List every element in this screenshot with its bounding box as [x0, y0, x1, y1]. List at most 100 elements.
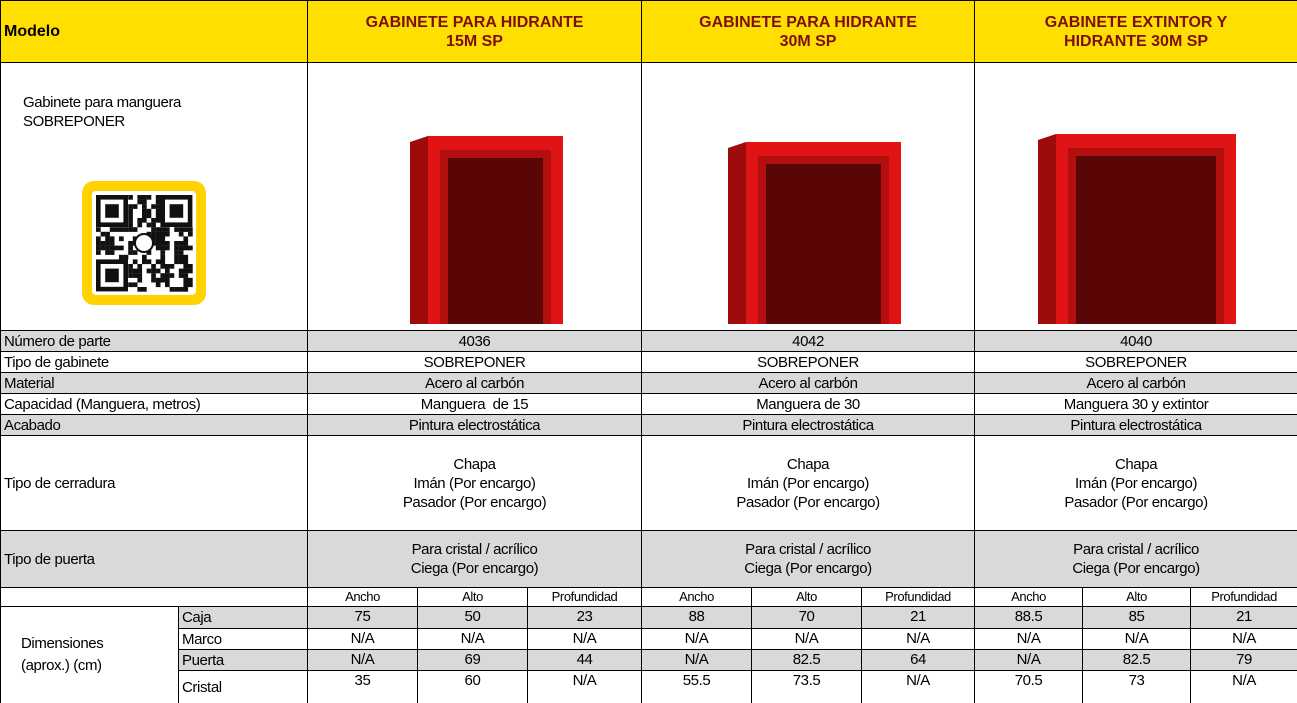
- blank-cell: [0, 587, 308, 607]
- value-line: SOBREPONER: [757, 353, 859, 371]
- product-image-cell: [306, 62, 643, 331]
- spec-label: Tipo de cerradura: [0, 435, 308, 531]
- dimension-value: N/A: [526, 628, 643, 650]
- dimension-row-label: Puerta: [178, 649, 308, 671]
- dimension-value: 82.5: [751, 649, 863, 671]
- spec-value: Acero al carbón: [306, 372, 643, 394]
- intro-line: SOBREPONER: [23, 113, 125, 130]
- value-line: Ciega (Por encargo): [410, 560, 539, 577]
- intro-line: Gabinete para manguera: [23, 94, 181, 111]
- value-line: Acero al carbón: [1086, 374, 1186, 392]
- dimension-value: 88: [641, 606, 753, 629]
- dimension-value: 75: [307, 606, 418, 629]
- product-image-cell: [641, 62, 976, 331]
- product-title: GABINETE PARA HIDRANTE 15M SP: [306, 0, 643, 63]
- value-line: Acero al carbón: [424, 374, 525, 392]
- value-line: Imán (Por encargo): [1075, 474, 1198, 492]
- table-row: Puerta N/A 69 44 N/A 82.5 64 N/A 82.5 79: [1, 649, 1297, 671]
- spec-label: Capacidad (Manguera, metros): [0, 393, 308, 415]
- dimension-value: 23: [526, 606, 643, 629]
- dimension-value: 82.5: [1082, 649, 1192, 671]
- value-line: Para cristal / acrílico: [411, 541, 538, 558]
- value-line: Chapa: [453, 455, 496, 473]
- table-row: Ancho Alto Profundidad Ancho Alto Profundidad…: [0, 587, 1297, 607]
- value-line: Manguera de 15: [420, 395, 529, 413]
- spec-value: Chapa Imán (Por encargo) Pasador (Por enca…: [974, 435, 1297, 531]
- spec-value: Pintura electrostática: [306, 414, 643, 436]
- value-line: Pintura electrostática: [408, 416, 541, 434]
- spec-value: SOBREPONER: [641, 351, 976, 373]
- table-row: Tipo de gabinete SOBREPONER SOBREPONER SOBR…: [0, 351, 1297, 373]
- value-line: Chapa: [786, 455, 830, 473]
- spec-value: Pintura electrostática: [974, 414, 1297, 436]
- value-line: Pasador (Por encargo): [402, 493, 547, 511]
- spec-value: 4042: [641, 330, 976, 352]
- dimension-value: 69: [417, 649, 528, 671]
- spec-value: Chapa Imán (Por encargo) Pasador (Por enca…: [306, 435, 643, 531]
- spec-value: Para cristal / acrílico Ciega (Por encarg…: [306, 530, 643, 588]
- dimension-value: N/A: [1190, 670, 1297, 703]
- spec-label: Material: [0, 372, 308, 394]
- spec-value: 4036: [306, 330, 643, 352]
- dimension-value: 88.5: [974, 606, 1084, 629]
- value-line: Ciega (Por encargo): [1072, 560, 1200, 577]
- value-line: Imán (Por encargo): [747, 474, 870, 492]
- title-line: GABINETE PARA HIDRANTE: [699, 13, 917, 31]
- value-line: Pasador (Por encargo): [1064, 493, 1208, 511]
- dimension-value: N/A: [1082, 628, 1192, 650]
- value-line: Ciega (Por encargo): [744, 560, 872, 577]
- spec-value: SOBREPONER: [974, 351, 1297, 373]
- dimension-value: 85: [1082, 606, 1192, 629]
- dimension-value: N/A: [974, 628, 1084, 650]
- spec-label: Tipo de puerta: [0, 530, 308, 588]
- dimension-subheader: Alto: [751, 587, 863, 607]
- dimension-value: N/A: [1190, 628, 1297, 650]
- value-line: Pasador (Por encargo): [736, 493, 880, 511]
- title-line: 15M SP: [446, 32, 503, 50]
- qr-code: [82, 181, 206, 305]
- value-line: 4036: [458, 332, 491, 350]
- dimension-value: 73: [1082, 670, 1192, 703]
- value-line: Pintura electrostática: [742, 416, 874, 434]
- spec-value: Manguera 30 y extintor: [974, 393, 1297, 415]
- dimension-value: 21: [1190, 606, 1297, 629]
- cabinet-image: [728, 142, 902, 330]
- dimension-value: N/A: [974, 649, 1084, 671]
- table-row: Modelo GABINETE PARA HIDRANTE 15M SP GABINE…: [0, 0, 1297, 63]
- dimension-value: 35: [307, 670, 418, 703]
- dimension-value: 70: [751, 606, 863, 629]
- dimension-subheader: Profundidad: [1190, 587, 1297, 607]
- dimension-value: 79: [1190, 649, 1297, 671]
- dimension-value: N/A: [861, 670, 976, 703]
- table-row: Acabado Pintura electrostática Pintura ele…: [0, 414, 1297, 436]
- value-line: Para cristal / acrílico: [745, 541, 871, 558]
- dimension-value: N/A: [751, 628, 863, 650]
- title-line: 30M SP: [779, 32, 837, 50]
- dimension-row-label: Caja: [178, 606, 308, 629]
- value-line: SOBREPONER: [1085, 353, 1187, 371]
- dimension-row-label: Cristal: [178, 670, 308, 703]
- label-line: Dimensiones: [21, 635, 104, 652]
- spec-value: Chapa Imán (Por encargo) Pasador (Por enca…: [641, 435, 976, 531]
- value-line: 4040: [1120, 332, 1152, 350]
- spec-value: Acero al carbón: [974, 372, 1297, 394]
- dimension-row-label: Marco: [178, 628, 308, 650]
- value-line: Pintura electrostática: [1070, 416, 1202, 434]
- spec-value: Para cristal / acrílico Ciega (Por encarg…: [974, 530, 1297, 588]
- spec-value: Acero al carbón: [641, 372, 976, 394]
- table-row: Gabinete para manguera SOBREPONER: [0, 62, 1297, 331]
- spec-label: Acabado: [0, 414, 308, 436]
- table-row: Cristal 35 60 N/A 55.5 73.5 N/A 70.5 73 N/A: [1, 670, 1297, 703]
- value-line: Acero al carbón: [758, 374, 858, 392]
- product-image-cell: [974, 62, 1297, 331]
- spec-value: Manguera de 30: [641, 393, 976, 415]
- dimension-value: N/A: [307, 628, 418, 650]
- dimension-value: N/A: [307, 649, 418, 671]
- dimensions-label: Dimensiones (aprox.) (cm): [0, 606, 179, 703]
- spec-value: Para cristal / acrílico Ciega (Por encarg…: [641, 530, 976, 588]
- dimension-subheader: Profundidad: [526, 587, 643, 607]
- dimension-value: N/A: [861, 628, 976, 650]
- table-row: Número de parte 4036 4042 4040: [0, 330, 1297, 352]
